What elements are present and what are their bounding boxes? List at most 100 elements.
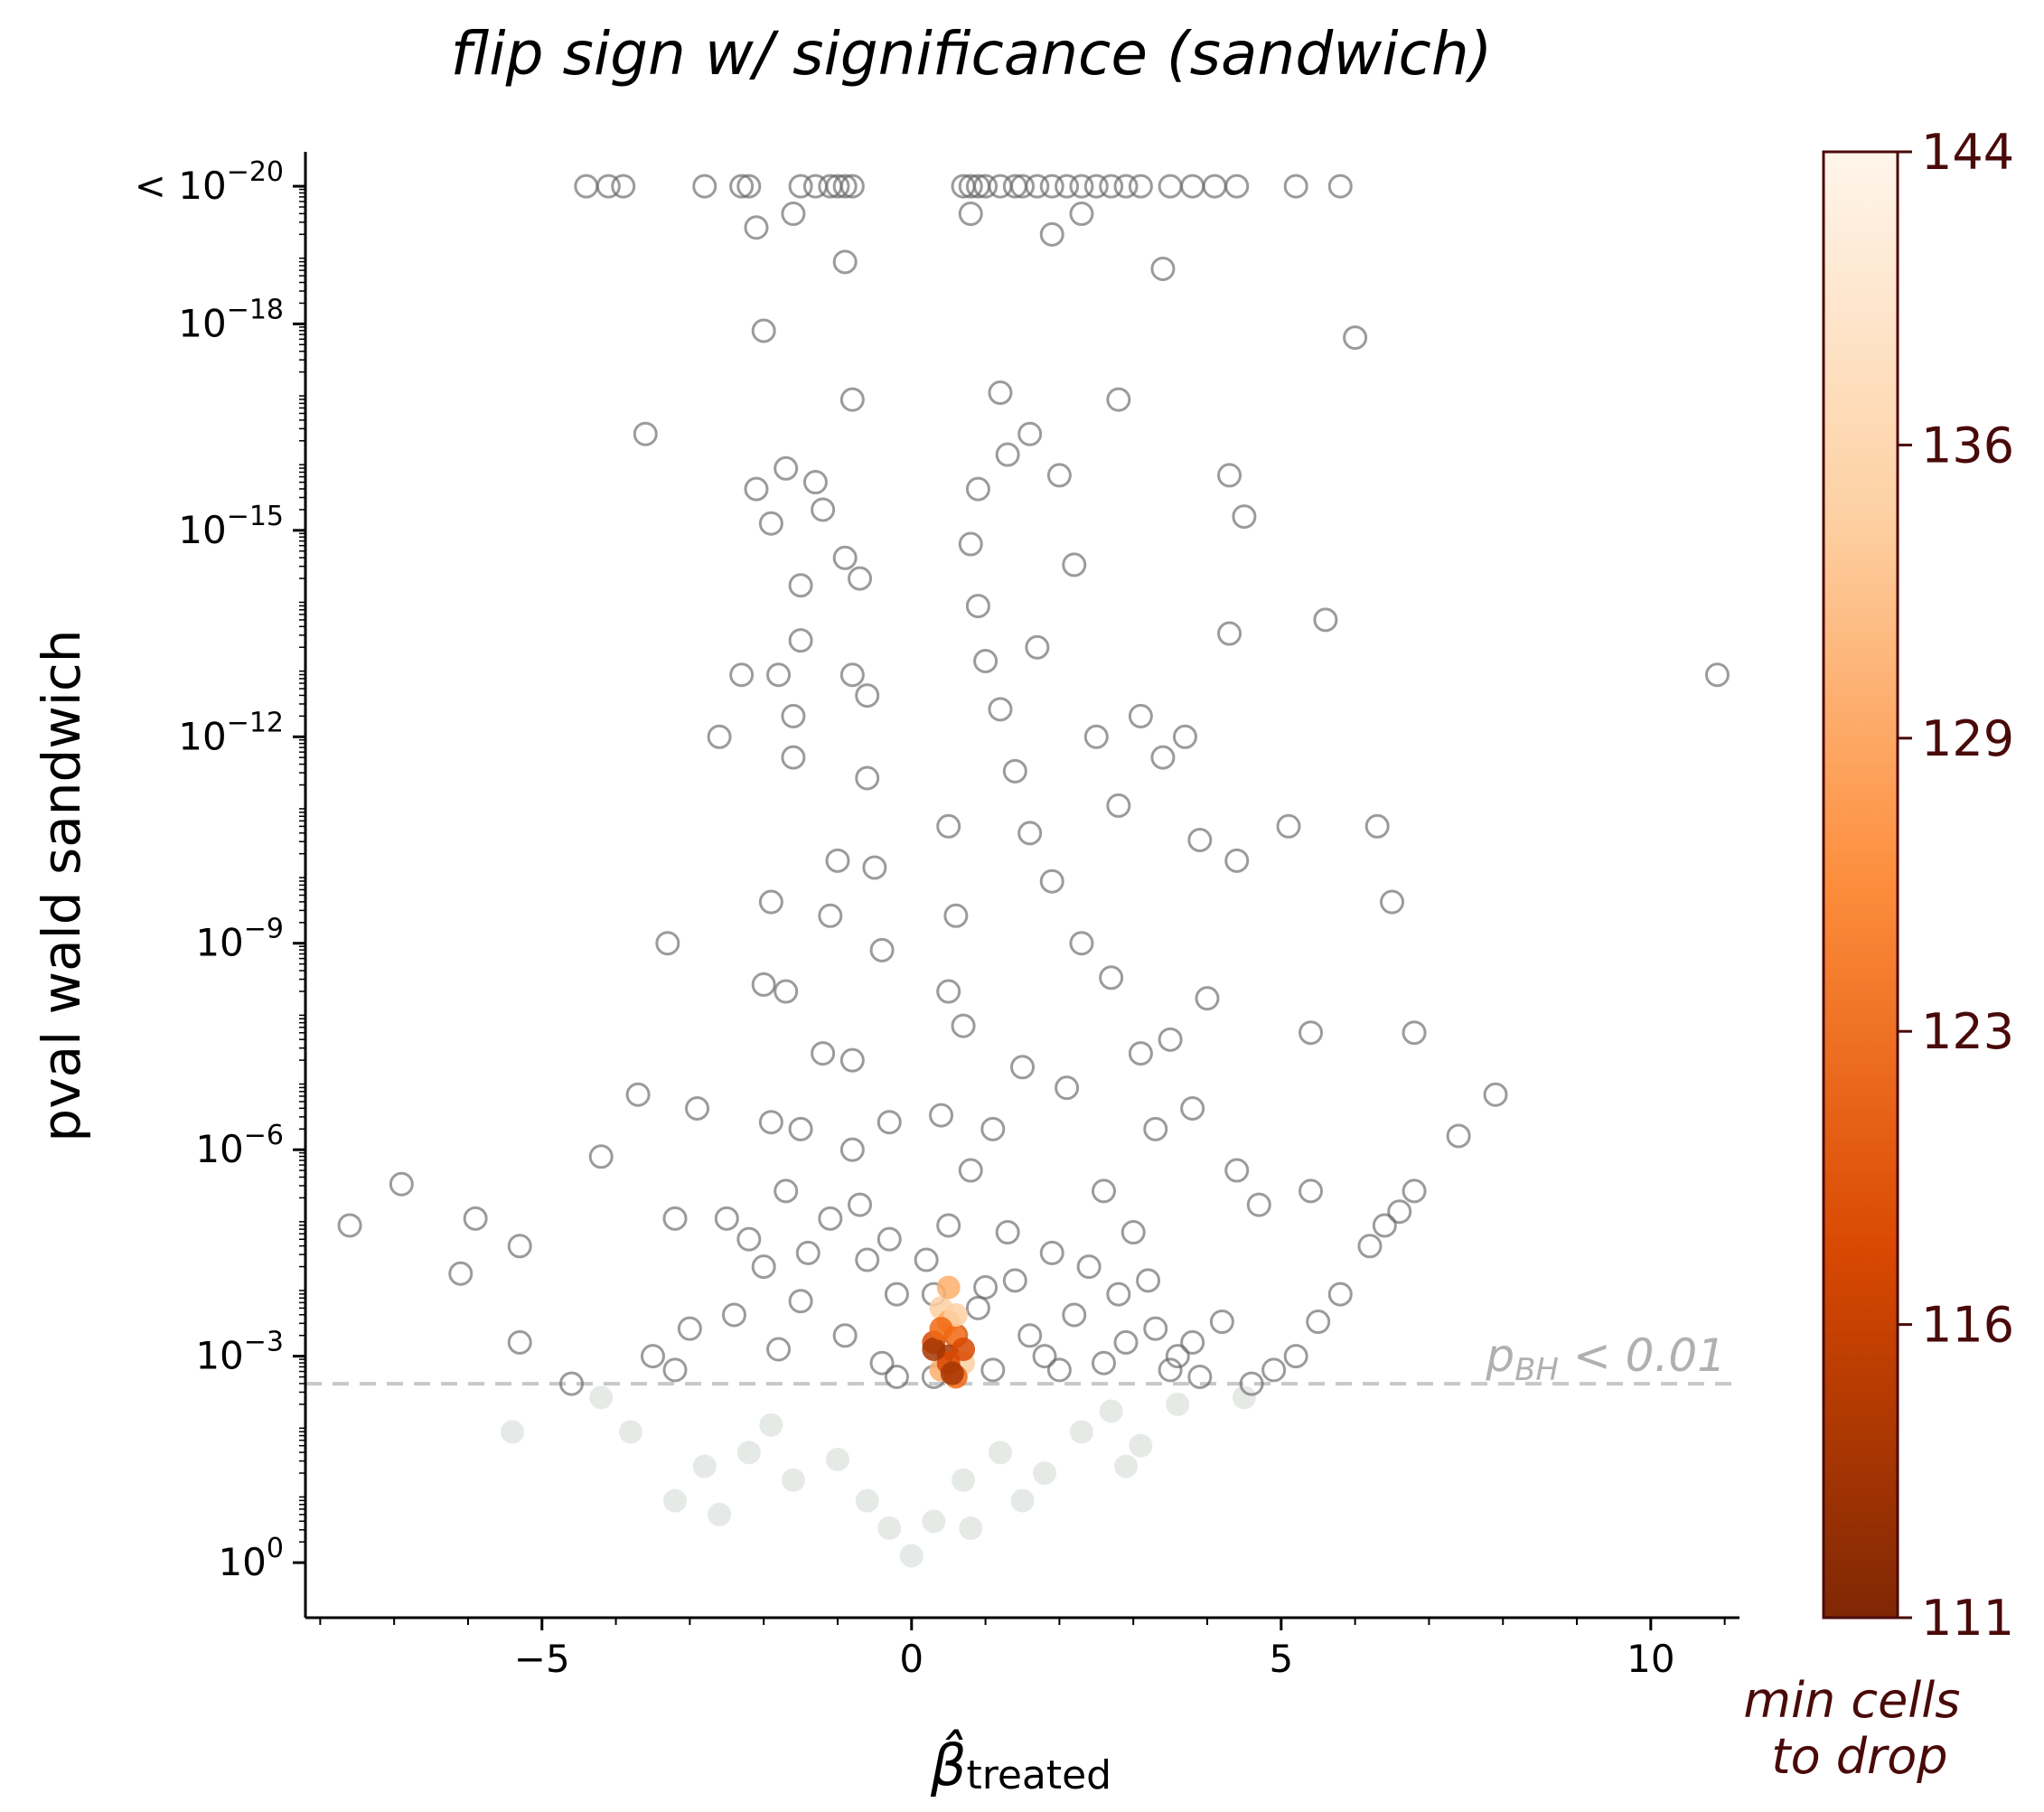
significant-point	[588, 1144, 614, 1169]
significant-point	[1039, 221, 1064, 247]
colorbar: 144 136 129 123 116 111 min cells to drop	[1743, 124, 2014, 1785]
significant-point	[751, 1254, 776, 1280]
significant-point	[1217, 621, 1242, 646]
significant-point	[1069, 931, 1094, 956]
significant-point	[1202, 174, 1227, 199]
significant-point	[1120, 1220, 1146, 1245]
x-axis-label: β̂treated	[930, 1729, 1111, 1798]
significant-point	[1113, 1329, 1139, 1355]
significant-point	[1380, 889, 1405, 915]
colorbar-gradient	[1822, 150, 1899, 1620]
significant-point	[507, 1329, 532, 1355]
significant-point	[448, 1261, 473, 1286]
significant-point	[1299, 1178, 1324, 1204]
significant-point	[507, 1234, 532, 1259]
x-ticks: −5 0 5 10	[319, 1618, 1726, 1681]
significant-point	[751, 972, 776, 997]
significant-point	[758, 1110, 783, 1135]
significant-point	[1224, 848, 1250, 873]
significant-point	[1217, 463, 1242, 488]
significant-point	[936, 813, 961, 839]
nonsignificant-point	[618, 1420, 642, 1444]
nonsignificant-point	[1010, 1488, 1035, 1513]
significant-point	[1187, 1364, 1213, 1389]
significant-point	[958, 531, 983, 557]
significant-point	[788, 1289, 813, 1314]
significant-point	[811, 497, 836, 522]
significant-point	[662, 1206, 688, 1231]
significant-point	[832, 174, 858, 199]
significant-point	[1402, 1178, 1427, 1204]
significant-point	[877, 1226, 902, 1252]
significant-point	[839, 662, 865, 688]
significant-point	[855, 765, 880, 791]
significant-point	[1232, 504, 1257, 530]
colorbar-ticks: 144 136 129 123 116 111	[1898, 124, 2014, 1647]
significant-point	[1106, 793, 1131, 818]
significant-point	[1039, 174, 1064, 199]
significant-point	[936, 979, 961, 1004]
significant-point	[1283, 174, 1308, 199]
significant-point	[988, 380, 1013, 406]
significant-point	[1010, 1055, 1035, 1080]
significant-point	[958, 1158, 983, 1183]
significant-point	[1387, 1199, 1412, 1225]
significant-point	[825, 174, 850, 199]
nonsignificant-point	[1033, 1461, 1057, 1486]
nonsignificant-point	[1069, 1420, 1093, 1444]
significant-point	[1128, 1041, 1153, 1066]
significant-point	[1704, 662, 1730, 688]
y-axis-label: pval wald sandwich	[31, 629, 92, 1141]
significant-point	[980, 1357, 1006, 1383]
significant-point	[1106, 387, 1131, 412]
nonsignificant-point	[1114, 1454, 1139, 1479]
significant-point	[774, 979, 799, 1004]
significant-point	[965, 594, 990, 619]
significant-point	[574, 174, 599, 199]
axes: −5 0 5 10 100 10−3 10−6 10−9 10−12 10−15 10−18 < 1…	[135, 152, 1739, 1681]
significant-point	[995, 442, 1020, 467]
significant-point	[869, 1350, 895, 1375]
significant-point	[1180, 174, 1205, 199]
significant-point	[839, 1047, 865, 1073]
nonsignificant-point	[877, 1516, 902, 1541]
significant-point	[1039, 868, 1064, 894]
significant-point	[1010, 174, 1035, 199]
nonsignificant-point	[1166, 1392, 1190, 1416]
significant-point	[736, 1226, 762, 1252]
significant-point	[1106, 1282, 1131, 1307]
significant-point	[1017, 1323, 1043, 1348]
significant-point	[677, 1316, 702, 1341]
nonsignificant-point	[501, 1420, 525, 1444]
significant-point	[1150, 256, 1176, 281]
x-tick-label: −5	[514, 1637, 570, 1681]
nonsignificant-point	[692, 1454, 717, 1479]
significant-point	[1083, 174, 1109, 199]
x-tick-label: 5	[1269, 1637, 1293, 1681]
chart-title: flip sign w/ significance (sandwich)	[451, 19, 1493, 89]
significant-point	[1195, 986, 1220, 1011]
flip-sign-point	[952, 1338, 976, 1362]
significant-point	[855, 683, 880, 709]
significant-point	[958, 174, 983, 199]
significant-point	[1025, 174, 1050, 199]
significant-point	[1357, 1234, 1383, 1259]
y-tick-label: 10−15	[178, 501, 284, 552]
significant-point	[781, 745, 806, 770]
significant-point	[1002, 758, 1027, 784]
significant-point	[758, 889, 783, 915]
significant-point	[1446, 1123, 1471, 1149]
colorbar-label-line1: min cells	[1743, 1672, 1960, 1729]
significant-point	[766, 662, 792, 688]
x-tick-label: 0	[899, 1637, 924, 1681]
colorbar-tick-label: 129	[1921, 710, 2014, 767]
y-tick-label: < 10−20	[135, 156, 284, 208]
nonsignificant-point	[1129, 1433, 1153, 1458]
significant-point	[929, 1103, 954, 1128]
significant-point	[1136, 1268, 1161, 1293]
significant-point	[1180, 1095, 1205, 1121]
plot-area	[305, 174, 1739, 1568]
significant-point	[463, 1206, 488, 1231]
significant-point	[781, 202, 806, 227]
y-ticks: 100 10−3 10−6 10−9 10−12 10−15 10−18 < 10−20	[135, 156, 305, 1584]
